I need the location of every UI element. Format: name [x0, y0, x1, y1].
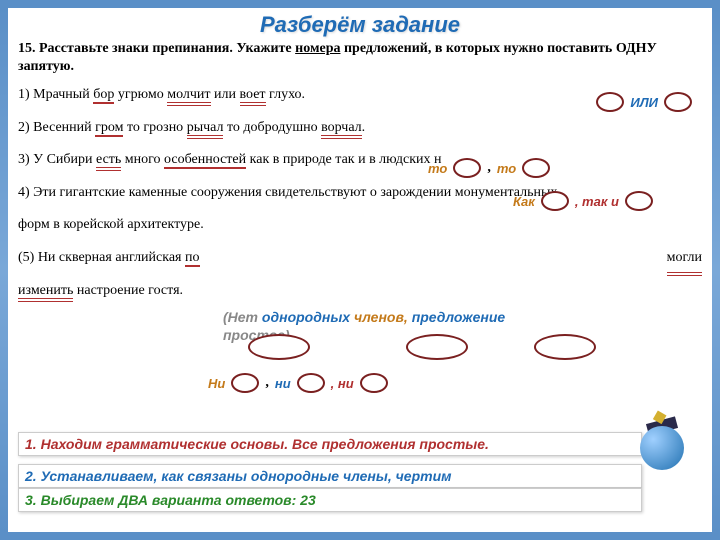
scheme-5-big — [248, 334, 596, 360]
conj-ni2: ни — [275, 376, 291, 391]
s2-w3: ворчал — [321, 120, 362, 139]
s3-w1: есть — [96, 152, 121, 171]
step2-num: 2. — [25, 468, 41, 484]
oval-icon — [522, 158, 550, 178]
conj-kak: Как — [513, 194, 535, 209]
task-text: 15. Расставьте знаки препинания. Укажите… — [8, 38, 712, 79]
s1-w2: молчит — [167, 87, 210, 106]
oval-icon — [664, 92, 692, 112]
sentence-5a: (5) Ни скверная английская по могли — [8, 242, 712, 275]
paren-w2: членов, — [354, 309, 408, 325]
globe-mascot-icon — [630, 412, 694, 476]
oval-icon — [406, 334, 468, 360]
page-title: Разберём задание — [8, 12, 712, 38]
conj-ni1: Ни — [208, 376, 225, 391]
s2-t3: . — [362, 120, 366, 135]
s5b-w1: изменить — [18, 283, 73, 302]
oval-icon — [453, 158, 481, 178]
s2-t1: то грозно — [123, 120, 186, 135]
oval-icon — [360, 373, 388, 393]
s2-t2: то добродушно — [223, 120, 321, 135]
task-prefix: 15. Расставьте знаки препинания. Укажите — [18, 41, 295, 56]
comma: , — [487, 160, 491, 176]
s3-t1: много — [121, 152, 164, 167]
step1-text: Находим грамматические основы. Все предл… — [41, 436, 489, 452]
task-underlined: номера — [295, 41, 340, 56]
sentence-4b: форм в корейской архитектуре. — [8, 209, 712, 242]
conj-ni3: , ни — [331, 376, 354, 391]
oval-icon — [248, 334, 310, 360]
step-3: 3. Выбираем ДВА варианта ответов: 23 — [18, 488, 642, 512]
conj-taki: , так и — [575, 194, 619, 209]
step-1: 1. Находим грамматические основы. Все пр… — [18, 432, 642, 456]
scheme-1: ИЛИ — [596, 92, 692, 112]
s5b-t1: настроение гостя. — [73, 283, 183, 298]
step3-text: Выбираем ДВА варианта ответов: 23 — [41, 492, 316, 508]
paren-w1: однородных — [262, 309, 350, 325]
step1-num: 1. — [25, 436, 41, 452]
conj-to1: то — [428, 161, 447, 176]
paren-w3: предложение — [412, 309, 506, 325]
s3-t2: как в природе так и в людских н — [246, 152, 441, 167]
s3-w2: особенностей — [164, 152, 246, 169]
scheme-3: Как , так и — [513, 191, 653, 211]
s1-t2: или — [211, 87, 240, 102]
s5a-w1: по — [185, 250, 200, 267]
s1-w1: бор — [93, 87, 114, 104]
oval-icon — [534, 334, 596, 360]
conj-to2: то — [497, 161, 516, 176]
sentence-5b: изменить настроение гостя. — [8, 275, 712, 308]
oval-icon — [297, 373, 325, 393]
scheme-2: то , то — [428, 158, 550, 178]
conj-ili: ИЛИ — [630, 95, 658, 110]
s1-t3: глухо. — [266, 87, 305, 102]
step2-text: Устанавливаем, как связаны однородные чл… — [41, 468, 452, 484]
s1-num: 1) Мрачный — [18, 87, 93, 102]
sentence-2: 2) Весенний гром то грозно рычал то добр… — [8, 112, 712, 145]
comma: , — [265, 375, 269, 391]
scheme-5: Ни , ни , ни — [208, 373, 388, 393]
s2-w2: рычал — [187, 120, 224, 139]
sentence-3: 3) У Сибири есть много особенностей как … — [8, 144, 712, 177]
step3-num: 3. — [25, 492, 41, 508]
s3-num: 3) У Сибири — [18, 152, 96, 167]
s5a-tail: могли — [667, 245, 702, 276]
s2-num: 2) Весенний — [18, 120, 95, 135]
paren-open: (Нет — [223, 309, 258, 325]
s5a-num: (5) Ни скверная английская — [18, 250, 185, 265]
step-2: 2. Устанавливаем, как связаны однородные… — [18, 464, 642, 488]
oval-icon — [541, 191, 569, 211]
s2-w1: гром — [95, 120, 123, 137]
oval-icon — [596, 92, 624, 112]
s1-w3: воет — [240, 87, 266, 106]
oval-icon — [231, 373, 259, 393]
s1-t1: угрюмо — [114, 87, 167, 102]
oval-icon — [625, 191, 653, 211]
